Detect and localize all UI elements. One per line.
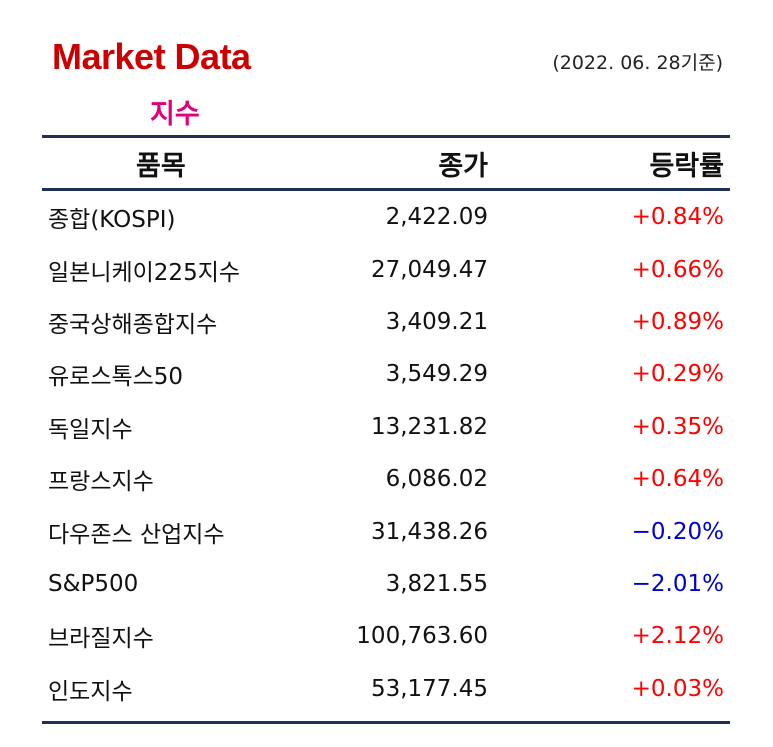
table-top-rule <box>42 135 730 138</box>
close-value: 27,049.47 <box>370 256 488 283</box>
change-rate: +2.12% <box>631 623 724 650</box>
change-rate: +0.03% <box>631 675 724 702</box>
close-value: 13,231.82 <box>370 413 488 440</box>
table-bottom-rule <box>42 720 730 724</box>
index-name: 독일지수 <box>48 416 133 443</box>
index-name: 종합(KOSPI) <box>48 207 176 234</box>
close-value: 6,086.02 <box>385 466 488 493</box>
table-row: 종합(KOSPI) 2,422.09 +0.84% <box>42 191 730 243</box>
table-row: 다우존스 산업지수 31,438.26 −0.20% <box>42 505 730 557</box>
table-row: 독일지수 13,231.82 +0.35% <box>42 401 730 453</box>
close-value: 3,821.55 <box>385 570 488 597</box>
close-value: 100,763.60 <box>356 623 488 650</box>
market-data-table: 품목 종가 등락률 종합(KOSPI) 2,422.09 +0.84% 일본니케이22… <box>42 135 730 724</box>
index-name: 프랑스지수 <box>48 469 154 496</box>
reference-date: (2022. 06. 28기준) <box>552 52 723 74</box>
table-header-rule <box>42 188 730 191</box>
table-row: 프랑스지수 6,086.02 +0.64% <box>42 453 730 505</box>
table-row: 유로스톡스50 3,549.29 +0.29% <box>42 348 730 400</box>
table-row: 인도지수 53,177.45 +0.03% <box>42 663 730 715</box>
index-name: 다우존스 산업지수 <box>48 521 225 548</box>
change-rate: +0.64% <box>631 466 724 493</box>
index-name: 유로스톡스50 <box>48 364 184 391</box>
close-value: 2,422.09 <box>385 204 488 231</box>
index-name: S&P500 <box>48 570 139 597</box>
change-rate: +0.29% <box>631 361 724 388</box>
table-row: 중국상해종합지수 3,409.21 +0.89% <box>42 296 730 348</box>
close-value: 53,177.45 <box>370 675 488 702</box>
index-name: 일본니케이225지수 <box>48 259 241 286</box>
table-row: S&P500 3,821.55 −2.01% <box>42 558 730 610</box>
change-rate: −0.20% <box>631 518 724 545</box>
change-rate: +0.66% <box>631 256 724 283</box>
table-body: 종합(KOSPI) 2,422.09 +0.84% 일본니케이225지수 27,049.… <box>42 191 730 715</box>
section-subtitle: 지수 <box>150 99 200 130</box>
close-value: 31,438.26 <box>370 518 488 545</box>
change-rate: +0.84% <box>631 204 724 231</box>
table-row: 브라질지수 100,763.60 +2.12% <box>42 610 730 662</box>
close-value: 3,409.21 <box>385 308 488 335</box>
page-title: Market Data <box>52 36 251 77</box>
close-value: 3,549.29 <box>385 361 488 388</box>
table-row: 일본니케이225지수 27,049.47 +0.66% <box>42 243 730 295</box>
header-change: 등락률 <box>649 150 724 182</box>
index-name: 브라질지수 <box>48 626 154 653</box>
change-rate: −2.01% <box>631 570 724 597</box>
change-rate: +0.35% <box>631 413 724 440</box>
index-name: 중국상해종합지수 <box>48 311 218 338</box>
change-rate: +0.89% <box>631 308 724 335</box>
table-header: 품목 종가 등락률 <box>42 138 730 188</box>
header-name: 품목 <box>136 150 186 182</box>
header-close: 종가 <box>438 150 488 182</box>
index-name: 인도지수 <box>48 678 133 705</box>
